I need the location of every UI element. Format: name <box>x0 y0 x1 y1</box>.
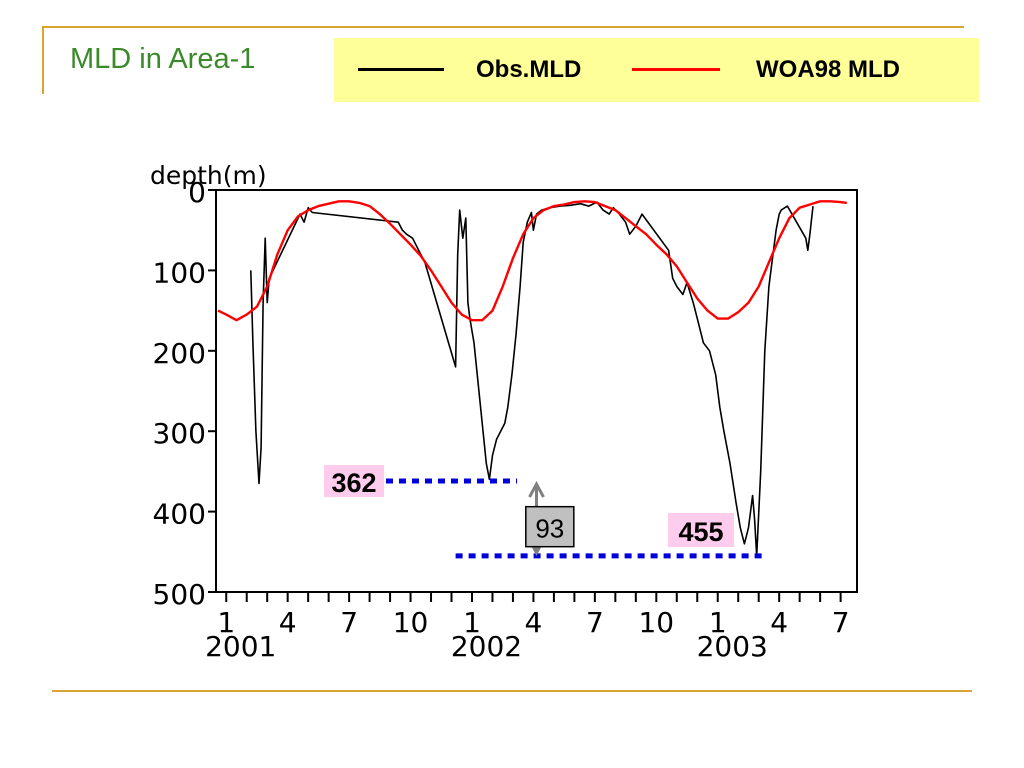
legend-label-obs: Obs.MLD <box>476 56 582 83</box>
legend-label-woa: WOA98 MLD <box>756 56 900 83</box>
label-362: 362 <box>331 468 376 498</box>
plot-area-border <box>215 189 858 593</box>
y-tick-label: 300 <box>153 417 206 450</box>
bottom-rule <box>52 690 972 692</box>
difference-label: 93 <box>535 514 564 544</box>
y-tick-label: 200 <box>153 337 206 370</box>
year-label: 2003 <box>697 630 768 663</box>
difference-arrow-head-up <box>528 480 545 498</box>
year-label: 2002 <box>451 630 522 663</box>
label-box-362 <box>323 465 384 498</box>
label-box-455 <box>668 513 734 547</box>
legend-swatch-obs <box>358 68 444 71</box>
x-tick-label: 4 <box>770 606 788 639</box>
x-tick-label: 4 <box>279 606 297 639</box>
x-tick-label: 1 <box>217 606 235 639</box>
x-tick-label: 1 <box>463 606 481 639</box>
left-rule <box>42 26 44 94</box>
label-455: 455 <box>678 517 723 547</box>
y-axis-title: depth(m) <box>150 161 267 190</box>
woa98-mld-line <box>217 200 847 322</box>
top-rule <box>42 26 964 28</box>
series-layer <box>217 200 847 557</box>
x-tick-label: 1 <box>709 606 727 639</box>
legend-swatch-woa <box>632 68 720 71</box>
x-tick-label: 10 <box>638 606 674 639</box>
x-tick-label: 4 <box>525 606 543 639</box>
x-axis: 1 4 7 10 1 4 7 10 1 4 7 2001 2002 2003 <box>205 592 850 663</box>
slide-title: MLD in Area-1 <box>70 43 256 75</box>
x-tick-label: 7 <box>340 606 358 639</box>
legend: Obs.MLD WOA98 MLD <box>334 38 979 102</box>
y-axis: 0 100 200 300 400 500 <box>153 176 216 611</box>
y-tick-label: 100 <box>153 256 206 289</box>
difference-box <box>525 505 575 548</box>
y-tick-label: 0 <box>188 176 206 209</box>
plot-frame <box>215 189 858 593</box>
annotation-layer: 362 455 93 <box>323 465 763 559</box>
x-tick-label: 7 <box>832 606 850 639</box>
x-tick-label: 10 <box>393 606 429 639</box>
obs-mld-line <box>250 201 814 557</box>
y-tick-label: 500 <box>153 578 206 611</box>
x-tick-label: 7 <box>586 606 604 639</box>
y-tick-label: 400 <box>153 498 206 531</box>
year-label: 2001 <box>205 630 276 663</box>
